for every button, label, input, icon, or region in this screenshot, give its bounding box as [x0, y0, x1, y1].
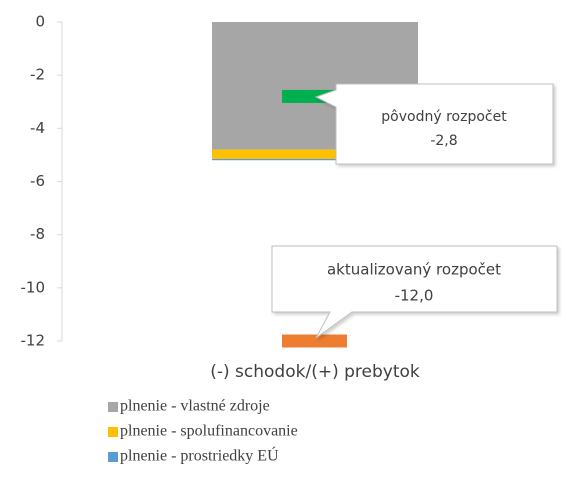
- legend-label: plnenie - spolufinancovanie: [120, 423, 298, 440]
- legend-label: plnenie - prostriedky EÚ: [120, 446, 279, 465]
- bar-segment: [212, 149, 418, 159]
- x-tick-label: (-) schodok/(+) prebytok: [210, 362, 420, 382]
- plot-area: 0 -2 -4 -6 -8 -10 -12 (-) schodok/(+) prebytok: [21, 13, 420, 383]
- callout-value: -2,8: [430, 133, 457, 149]
- bar-segment: [212, 158, 418, 161]
- legend-label: plnenie - vlastné zdroje: [120, 398, 270, 415]
- budget-marker: [282, 334, 347, 348]
- callout: [314, 83, 554, 165]
- legend-swatch: [108, 427, 118, 437]
- y-tick-label: -12: [21, 332, 46, 350]
- callout-text: pôvodný rozpočet: [381, 109, 507, 125]
- callout: [271, 245, 558, 339]
- legend-swatch: [108, 452, 118, 462]
- callout-value: -12,0: [395, 287, 434, 305]
- y-tick-label: -6: [30, 172, 45, 190]
- y-tick-label: -8: [30, 225, 45, 243]
- y-tick-label: -4: [30, 119, 45, 137]
- legend-swatch: [108, 402, 118, 412]
- y-tick-label: -2: [30, 66, 45, 84]
- callout-text: aktualizovaný rozpočet: [327, 261, 501, 279]
- y-tick-label: 0: [35, 13, 45, 31]
- y-tick-label: -10: [21, 278, 46, 296]
